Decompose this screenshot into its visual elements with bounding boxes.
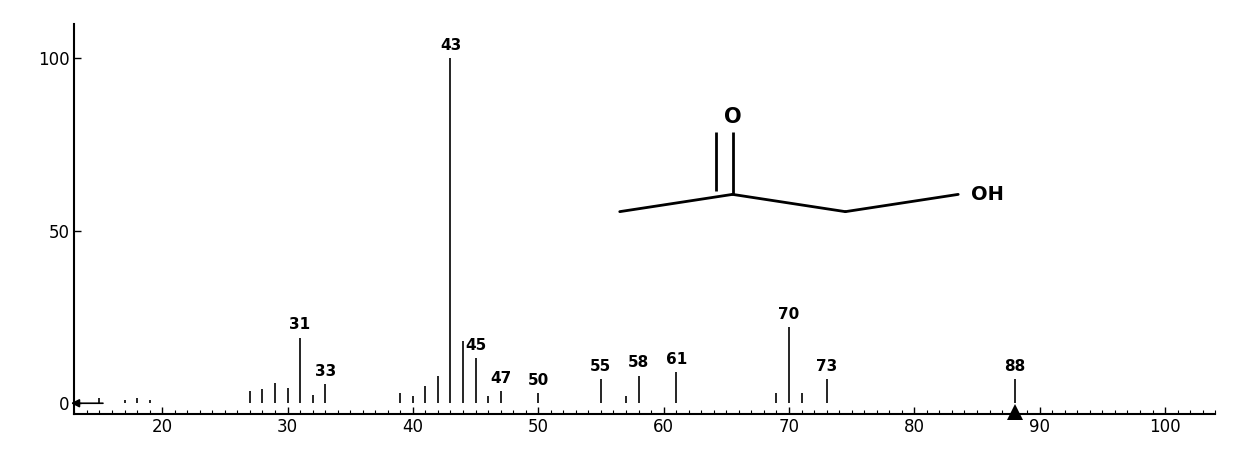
Text: 31: 31 [289,317,310,332]
Text: OH: OH [971,185,1003,204]
Text: 43: 43 [440,38,461,53]
Text: 55: 55 [590,359,611,374]
Text: 73: 73 [816,359,837,374]
Text: 47: 47 [490,371,511,386]
Text: 50: 50 [527,373,549,388]
Text: 45: 45 [465,338,486,353]
Text: 88: 88 [1004,359,1025,374]
Text: 61: 61 [666,352,687,367]
Text: 58: 58 [627,355,650,370]
Text: 33: 33 [315,364,336,379]
Text: O: O [724,107,742,127]
Text: 70: 70 [779,307,800,322]
